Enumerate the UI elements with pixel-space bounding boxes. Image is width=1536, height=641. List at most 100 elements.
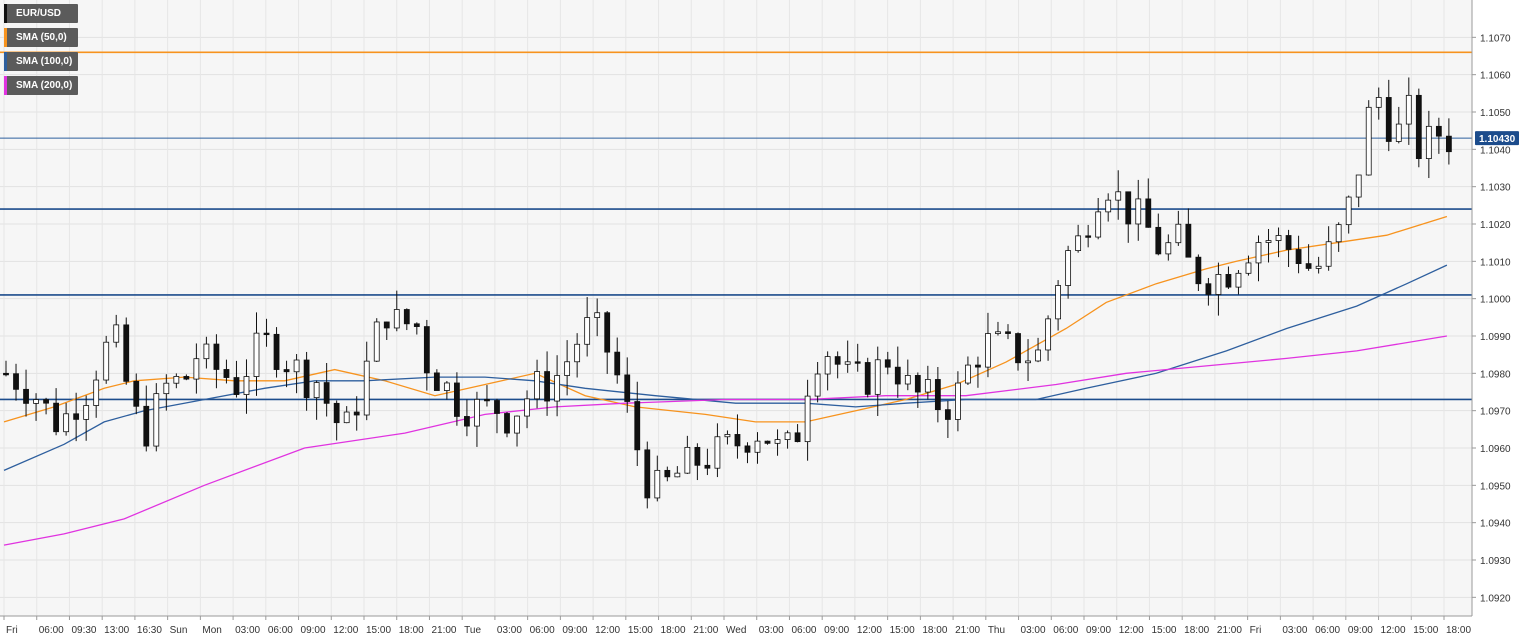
x-tick-label: 21:00 <box>1217 625 1242 636</box>
legend-item-sma-100[interactable]: SMA (100,0) <box>4 52 78 71</box>
candle-bull <box>875 360 880 395</box>
x-tick-label: 09:00 <box>1348 625 1373 636</box>
candle-bull <box>955 383 960 419</box>
candle-bear <box>1146 199 1151 227</box>
x-tick-label: 12:00 <box>857 625 882 636</box>
candle-bull <box>1336 225 1341 242</box>
candle-bull <box>344 412 349 423</box>
candle-bear <box>645 450 650 498</box>
candle-bear <box>1086 236 1091 238</box>
candle-bull <box>565 362 570 376</box>
candle-bull <box>254 333 259 376</box>
x-tick-label: 15:00 <box>1151 625 1176 636</box>
candle-bear <box>1226 274 1231 287</box>
candle-bull <box>1396 124 1401 141</box>
legend: EUR/USD SMA (50,0) SMA (100,0) SMA (200,… <box>4 4 78 100</box>
candle-bear <box>835 357 840 365</box>
candle-bear <box>234 378 239 395</box>
legend-item-sma-200[interactable]: SMA (200,0) <box>4 76 78 95</box>
candle-bull <box>394 310 399 328</box>
candle-bear <box>14 374 19 390</box>
candle-bull <box>1216 274 1221 294</box>
legend-label: SMA (200,0) <box>16 80 72 91</box>
candle-bear <box>274 334 279 369</box>
candle-bear <box>424 327 429 373</box>
x-tick-label: 21:00 <box>431 625 456 636</box>
legend-swatch <box>4 76 7 95</box>
x-tick-label: 18:00 <box>1446 625 1471 636</box>
candle-bull <box>1106 200 1111 212</box>
candle-bear <box>464 416 469 426</box>
candle-bear <box>454 383 459 416</box>
x-tick-label: Wed <box>726 625 746 636</box>
candle-bull <box>1056 286 1061 319</box>
x-tick-label: 21:00 <box>693 625 718 636</box>
candle-bull <box>905 375 910 384</box>
candle-bull <box>1036 350 1041 361</box>
candle-bear <box>885 360 890 367</box>
candle-bull <box>685 447 690 473</box>
candle-bear <box>1296 250 1301 264</box>
candle-bull <box>364 361 369 415</box>
candle-bull <box>94 380 99 405</box>
candle-bear <box>1386 97 1391 141</box>
legend-label: EUR/USD <box>16 8 61 19</box>
candle-bear <box>264 333 269 335</box>
candle-bear <box>484 399 489 401</box>
x-tick-label: 06:00 <box>1315 625 1340 636</box>
x-tick-label: 06:00 <box>39 625 64 636</box>
candle-bull <box>995 332 1000 334</box>
candle-bear <box>895 367 900 384</box>
legend-swatch <box>4 28 7 47</box>
y-tick-label: 1.1030 <box>1480 183 1511 194</box>
candle-bear <box>765 441 770 443</box>
candle-bull <box>154 394 159 446</box>
y-tick-label: 1.0950 <box>1480 481 1511 492</box>
legend-label: SMA (100,0) <box>16 56 72 67</box>
candle-bull <box>1376 97 1381 107</box>
x-tick-label: 03:00 <box>1021 625 1046 636</box>
candle-bear <box>124 325 129 381</box>
candle-bear <box>915 375 920 392</box>
candle-bear <box>795 433 800 442</box>
candle-bear <box>1016 334 1021 363</box>
candle-bear <box>705 465 710 468</box>
candle-bull <box>525 399 530 416</box>
candle-bull <box>1236 273 1241 287</box>
candle-bull <box>715 437 720 468</box>
x-tick-label: 06:00 <box>268 625 293 636</box>
y-tick-label: 1.0960 <box>1480 444 1511 455</box>
candle-bear <box>184 376 189 379</box>
candle-bear <box>935 379 940 409</box>
candle-bear <box>855 362 860 364</box>
candle-bull <box>194 359 199 379</box>
candle-bull <box>174 376 179 383</box>
candle-bull <box>755 441 760 452</box>
candle-bull <box>204 344 209 359</box>
x-tick-label: Fri <box>1250 625 1262 636</box>
candle-bear <box>44 400 49 404</box>
candle-bull <box>64 414 69 432</box>
legend-item-eurusd[interactable]: EUR/USD <box>4 4 78 23</box>
candle-bull <box>805 396 810 442</box>
x-tick-label: 21:00 <box>955 625 980 636</box>
candle-bull <box>655 470 660 498</box>
candle-bear <box>1196 257 1201 284</box>
candle-bull <box>1166 243 1171 254</box>
candle-bull <box>104 342 109 380</box>
x-tick-label: 18:00 <box>399 625 424 636</box>
legend-item-sma-50[interactable]: SMA (50,0) <box>4 28 78 47</box>
candle-bear <box>695 447 700 465</box>
x-tick-label: 09:00 <box>824 625 849 636</box>
candle-bull <box>815 374 820 396</box>
x-tick-label: 13:00 <box>104 625 129 636</box>
candle-bear <box>334 403 339 422</box>
candle-bear <box>54 403 59 432</box>
candle-bull <box>535 372 540 399</box>
candle-bear <box>224 369 229 377</box>
x-tick-label: 03:00 <box>759 625 784 636</box>
candle-bull <box>164 383 169 393</box>
x-tick-label: Fri <box>6 625 18 636</box>
candle-bear <box>1416 95 1421 158</box>
candle-bull <box>585 318 590 345</box>
